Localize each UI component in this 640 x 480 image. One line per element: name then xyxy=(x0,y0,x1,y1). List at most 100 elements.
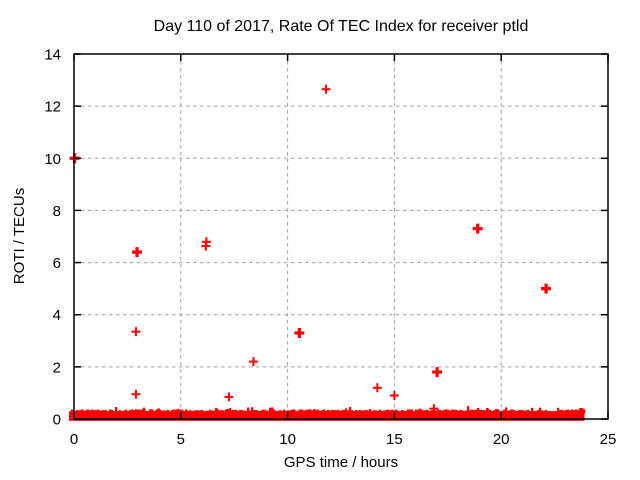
noise-band-texture xyxy=(153,410,156,414)
noise-band-texture xyxy=(109,409,112,414)
data-point xyxy=(132,247,143,258)
noise-band-texture xyxy=(511,409,514,414)
noise-band-texture xyxy=(185,409,188,414)
noise-band-texture xyxy=(255,410,258,414)
noise-band-texture xyxy=(209,409,212,414)
noise-band-texture xyxy=(219,410,222,414)
noise-band-texture xyxy=(561,409,564,414)
noise-band-texture xyxy=(355,410,358,414)
noise-band-texture xyxy=(165,410,168,414)
noise-band-texture xyxy=(421,409,424,414)
noise-band-texture xyxy=(325,410,328,414)
noise-band-texture xyxy=(395,409,398,414)
data-point xyxy=(294,327,305,338)
noise-band-texture xyxy=(383,410,386,414)
noise-band-texture xyxy=(413,411,416,414)
noise-band-texture xyxy=(515,411,518,414)
noise-band-texture xyxy=(327,409,330,414)
noise-band-texture xyxy=(411,409,414,414)
noise-band-texture xyxy=(135,409,138,414)
noise-band-texture xyxy=(191,411,194,414)
noise-band-texture xyxy=(489,409,492,414)
noise-band-bump xyxy=(555,411,558,414)
noise-band-texture xyxy=(241,410,244,414)
noise-band-texture xyxy=(207,410,210,414)
noise-band-bump xyxy=(253,410,256,414)
noise-band-bump xyxy=(229,410,233,414)
noise-band-texture xyxy=(83,410,86,414)
noise-band-texture xyxy=(369,409,372,414)
noise-band-texture xyxy=(201,409,204,414)
plot-border xyxy=(73,53,609,420)
noise-band-texture xyxy=(551,411,554,414)
noise-band-texture xyxy=(317,409,320,414)
noise-band-texture xyxy=(239,409,242,414)
noise-band-bump xyxy=(156,408,161,414)
noise-band-texture xyxy=(483,410,486,414)
noise-band-texture xyxy=(283,409,286,414)
noise-band-bump xyxy=(563,410,568,414)
noise-band-texture xyxy=(213,410,216,414)
noise-band-texture xyxy=(319,410,322,414)
y-tick-label: 8 xyxy=(53,203,61,220)
noise-band-texture xyxy=(365,409,368,414)
noise-band-texture xyxy=(147,411,150,414)
noise-band-texture xyxy=(251,407,254,414)
data-point xyxy=(541,283,552,294)
data-point xyxy=(131,327,141,337)
noise-band-texture xyxy=(465,410,468,414)
noise-band-texture xyxy=(431,410,434,414)
noise-band-bump xyxy=(358,410,362,414)
noise-band-texture xyxy=(505,407,508,414)
noise-band-bump xyxy=(321,410,326,414)
noise-band-texture xyxy=(235,409,238,414)
noise-band-texture xyxy=(349,407,352,414)
noise-band-texture xyxy=(429,410,432,414)
noise-band-texture xyxy=(97,409,100,414)
y-tick-label: 0 xyxy=(53,412,61,429)
data-point xyxy=(201,241,211,251)
noise-band-texture xyxy=(249,410,252,414)
noise-band-texture xyxy=(477,408,480,414)
noise-band-bump xyxy=(417,409,421,414)
noise-band-texture xyxy=(391,409,394,414)
noise-band-texture xyxy=(473,410,476,414)
noise-band-bump xyxy=(87,411,91,414)
noise-band-texture xyxy=(269,407,272,414)
noise-band-texture xyxy=(449,410,452,414)
noise-band-texture xyxy=(467,406,470,414)
noise-band-texture xyxy=(521,410,524,414)
noise-band-texture xyxy=(285,410,288,414)
noise-band-texture xyxy=(333,410,336,414)
noise-band-texture xyxy=(247,407,250,414)
noise-band-texture xyxy=(371,411,374,414)
noise-band-texture xyxy=(175,409,178,414)
data-layer xyxy=(69,84,586,421)
noise-band-texture xyxy=(107,411,110,414)
noise-band-texture xyxy=(367,410,370,414)
data-point xyxy=(432,367,443,378)
noise-band-texture xyxy=(567,409,570,414)
noise-band-texture xyxy=(491,411,494,414)
noise-band-texture xyxy=(143,407,146,414)
noise-band-texture xyxy=(225,409,228,414)
noise-band-texture xyxy=(289,410,292,414)
x-tick-label: 15 xyxy=(386,431,403,448)
y-tick-label: 14 xyxy=(44,47,61,64)
noise-band-texture xyxy=(357,410,360,414)
noise-band-texture xyxy=(409,409,412,414)
noise-band-texture xyxy=(91,409,94,414)
grid-layer xyxy=(74,54,608,419)
data-point xyxy=(248,357,258,367)
y-tick-label: 10 xyxy=(44,151,61,168)
noise-band-texture xyxy=(159,409,162,414)
noise-band-texture xyxy=(69,411,72,414)
noise-band-texture xyxy=(335,410,338,414)
noise-band-texture xyxy=(545,409,548,414)
noise-band-texture xyxy=(337,409,340,414)
noise-band-texture xyxy=(169,411,172,414)
noise-band-texture xyxy=(501,410,504,414)
noise-band-bump xyxy=(292,409,296,414)
noise-band-texture xyxy=(295,411,298,414)
